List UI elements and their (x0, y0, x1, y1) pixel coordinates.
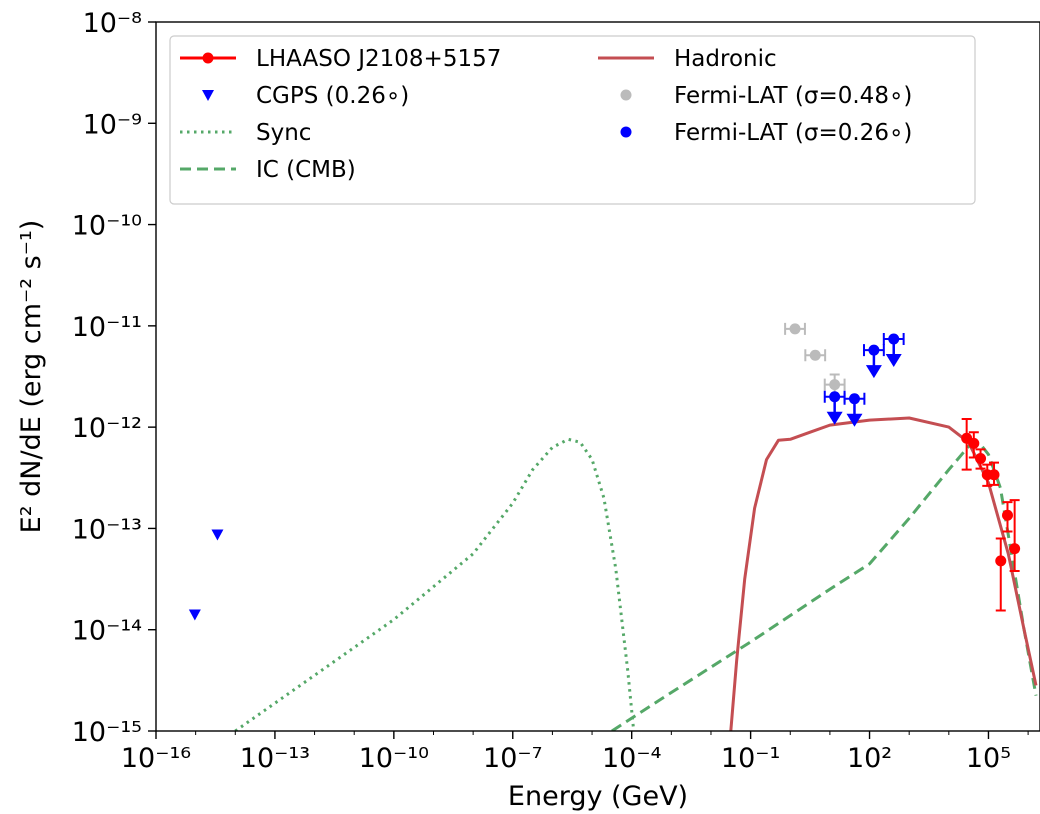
x-tick-label: 10⁻¹⁶ (121, 743, 191, 774)
legend-marker-5 (620, 89, 632, 101)
cgps-marker-1 (211, 529, 224, 541)
y-tick-label: 10⁻¹⁵ (72, 717, 142, 748)
series-line-2 (234, 437, 636, 731)
legend-marker-6 (620, 126, 632, 138)
x-tick-label: 10² (847, 743, 892, 774)
data-point-5-1 (809, 349, 821, 361)
data-point-0-5 (995, 555, 1007, 567)
data-point-0-7 (1009, 543, 1021, 555)
x-axis-title: Energy (GeV) (508, 781, 688, 812)
series-line-4 (729, 416, 1038, 731)
cgps-marker-0 (188, 609, 201, 621)
legend-label-5: Fermi-LAT (σ=0.48∘) (674, 83, 912, 109)
y-axis-title: E² dN/dE (erg cm⁻² s⁻¹) (16, 220, 47, 534)
axes: 10⁻¹⁶ 10⁻¹³ 10⁻¹⁰ 10⁻⁷ 10⁻⁴ 10⁻¹ 10² 10⁵ 10⁻⁸ 10⁻… (16, 8, 1040, 812)
plot-area (188, 322, 1038, 731)
legend-label-1: CGPS (0.26∘) (256, 83, 409, 109)
legend-label-0: LHAASO J2108+5157 (256, 46, 501, 72)
upper-limit-arrow-1 (846, 413, 863, 427)
data-point-6-1 (848, 393, 860, 405)
data-point-0-6 (1001, 509, 1013, 521)
y-tick-label: 10⁻⁹ (83, 109, 142, 140)
data-point-5-2 (829, 379, 841, 391)
x-tick-label: 10⁻¹⁰ (359, 743, 429, 774)
x-tick-label: 10⁵ (966, 743, 1011, 774)
data-point-6-0 (829, 391, 841, 403)
legend-marker-0 (202, 52, 214, 64)
legend-marker-1 (202, 90, 214, 101)
upper-limit-arrow-0 (826, 411, 843, 425)
data-point-0-1 (968, 437, 980, 449)
y-tick-label: 10⁻¹³ (72, 514, 142, 545)
x-tick-label: 10⁻¹ (721, 743, 780, 774)
legend: LHAASO J2108+5157 CGPS (0.26∘) Sync IC (CMB… (169, 35, 976, 205)
legend-box (169, 35, 976, 205)
x-tick-label: 10⁻⁴ (602, 743, 661, 774)
upper-limit-arrow-3 (885, 354, 902, 368)
data-point-6-3 (888, 333, 900, 345)
legend-label-6: Fermi-LAT (σ=0.26∘) (674, 120, 912, 146)
legend-label-3: IC (CMB) (256, 157, 356, 183)
yerr-0-7 (1009, 499, 1020, 572)
yerr-0-5 (995, 537, 1006, 612)
data-point-0-4 (988, 469, 1000, 481)
data-point-6-2 (868, 344, 880, 356)
y-tick-label: 10⁻⁸ (83, 8, 142, 39)
y-tick-label: 10⁻¹¹ (72, 312, 142, 343)
x-tick-label: 10⁻¹³ (240, 743, 310, 774)
yerr-0-0 (961, 418, 972, 471)
legend-label-2: Sync (256, 120, 311, 146)
y-tick-label: 10⁻¹⁰ (72, 211, 142, 242)
data-point-0-2 (975, 453, 987, 465)
data-point-5-0 (789, 323, 801, 335)
plot-frame (155, 21, 1040, 732)
y-tick-label: 10⁻¹² (72, 413, 142, 444)
upper-limit-arrow-2 (865, 365, 882, 379)
legend-label-4: Hadronic (674, 46, 777, 72)
x-tick-label: 10⁻⁷ (483, 743, 542, 774)
y-tick-label: 10⁻¹⁴ (72, 616, 142, 647)
